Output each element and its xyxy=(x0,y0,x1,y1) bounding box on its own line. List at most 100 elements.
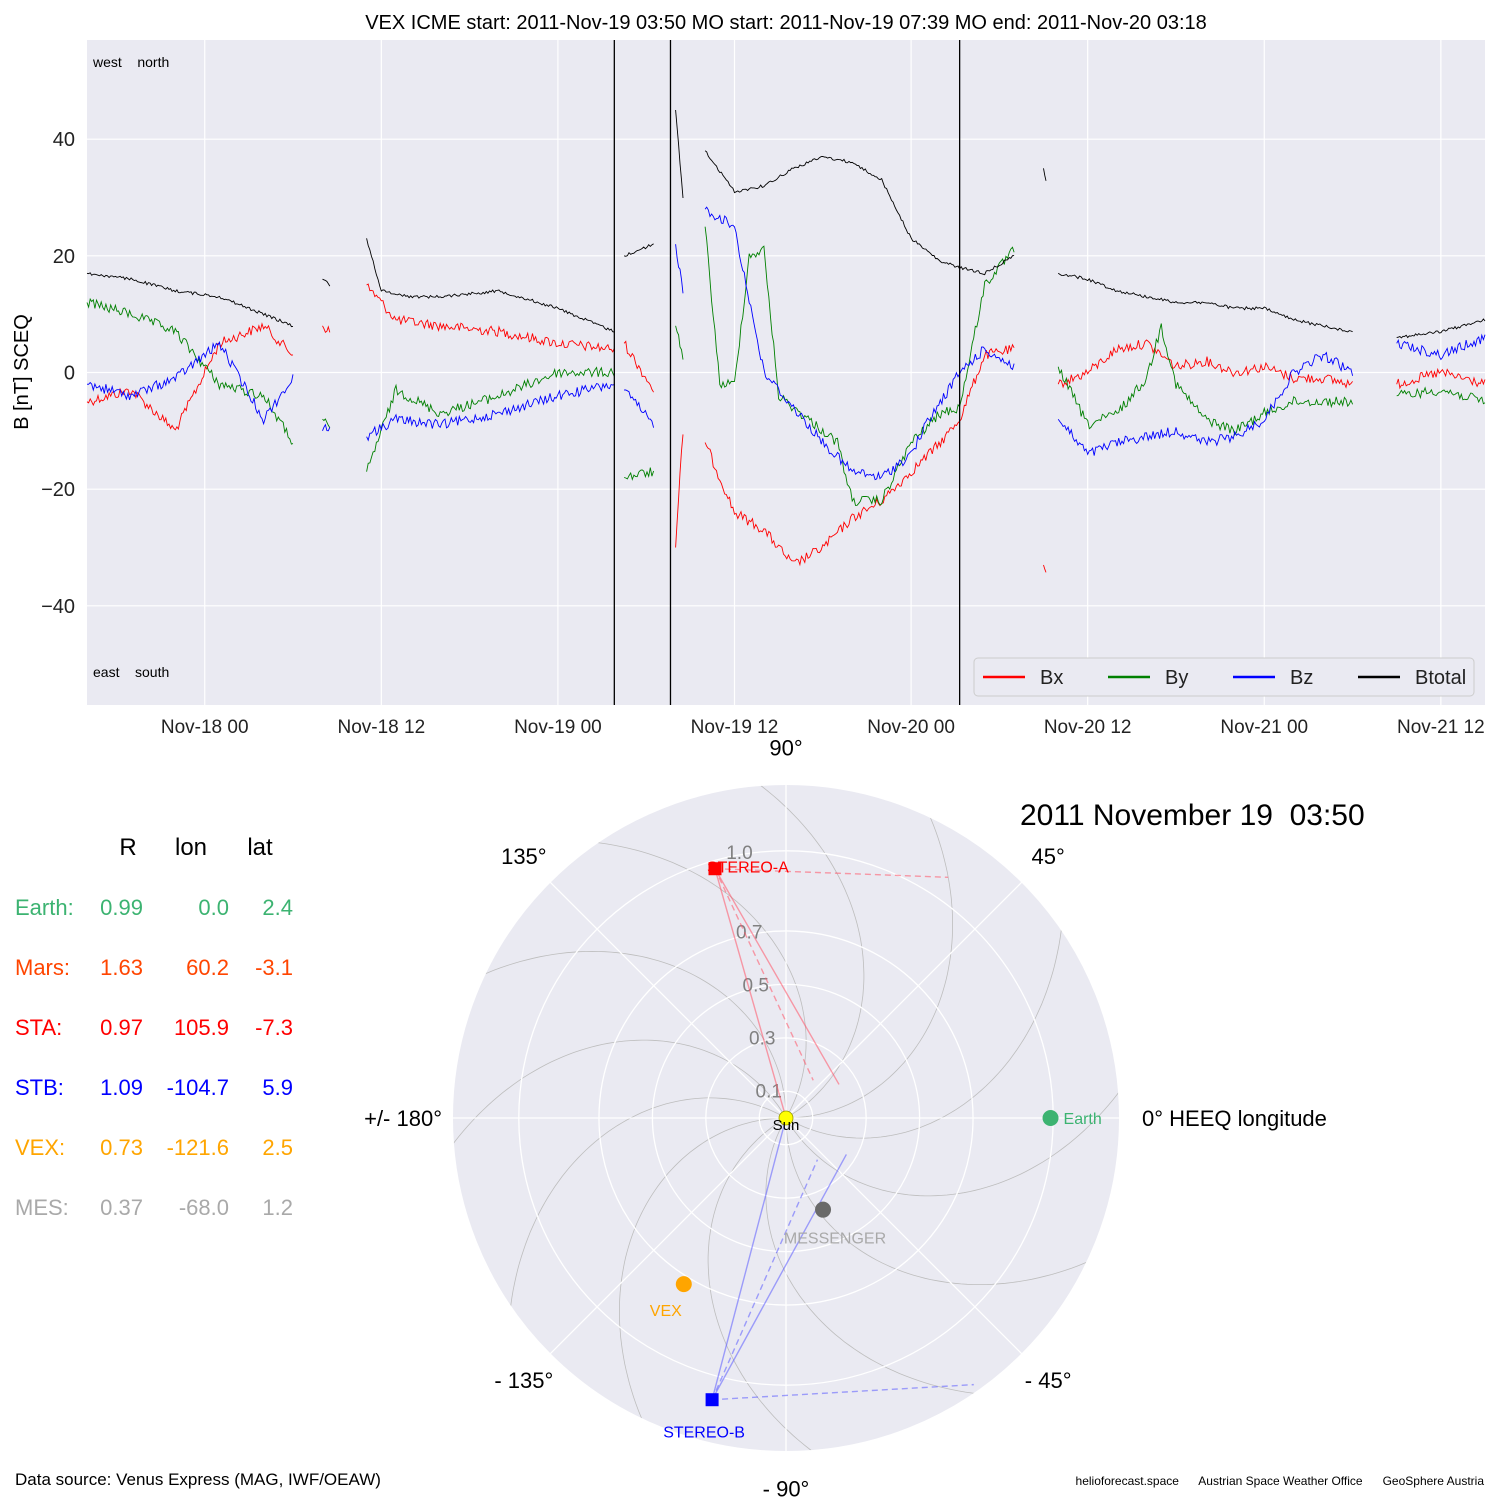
table-cell-lat: 5.9 xyxy=(262,1075,293,1100)
table-row: Earth: 0.99 0.0 2.4 xyxy=(15,895,293,920)
annotation-west-north: west north xyxy=(92,54,169,70)
parker-spiral xyxy=(507,1097,782,1396)
legend-box xyxy=(973,657,1475,697)
table-row-label: Mars: xyxy=(15,955,70,980)
table-cell-lon: -121.6 xyxy=(167,1135,229,1160)
y-tick-label: 40 xyxy=(53,129,75,151)
series-segment-bz xyxy=(1396,333,1486,361)
polar-spoke xyxy=(549,881,787,1119)
polar-spoke xyxy=(785,1117,1023,1355)
legend-label-by: By xyxy=(1165,667,1188,689)
earth-label: Earth xyxy=(1064,1111,1102,1128)
credits: helioforecast.space Austrian Space Weath… xyxy=(1076,1474,1485,1488)
series-segment-bz xyxy=(704,206,1015,481)
series-segment-by xyxy=(1396,386,1486,405)
series-segment-btotal xyxy=(322,278,331,287)
table-row-label: STB: xyxy=(15,1075,64,1100)
fov-line xyxy=(714,868,814,1081)
angle-label: - 90° xyxy=(763,1477,810,1500)
x-tick-label: Nov-18 12 xyxy=(337,717,425,738)
series-segment-bx xyxy=(86,322,294,431)
fov-line xyxy=(714,868,840,1085)
parker-spiral xyxy=(508,839,807,1114)
table-cell-lat: -3.1 xyxy=(255,955,293,980)
polar-spoke xyxy=(785,881,1023,1119)
y-axis-label: B [nT] SCEQ xyxy=(11,314,33,430)
x-tick-label: Nov-18 00 xyxy=(161,717,249,738)
table-cell-lat: 2.5 xyxy=(262,1135,293,1160)
parker-spiral xyxy=(452,1039,784,1222)
series-segment-bx xyxy=(322,325,331,334)
series-segment-bz xyxy=(675,244,684,294)
series-segment-btotal xyxy=(86,272,294,328)
parker-spiral xyxy=(682,784,865,1116)
parker-spiral xyxy=(791,784,954,1119)
timeseries-title: VEX ICME start: 2011-Nov-19 03:50 MO sta… xyxy=(365,12,1207,34)
table-cell-lat: 2.4 xyxy=(262,895,293,920)
table-row-label: STA: xyxy=(15,1015,62,1040)
series-btotal xyxy=(86,109,1486,339)
earth-marker xyxy=(1042,1110,1059,1126)
table-row-label: MES: xyxy=(15,1195,69,1220)
y-tick-label: 0 xyxy=(64,363,75,385)
polar-plot: 0.1 0.3 0.5 0.7 1.0 0° HEEQ longitude 45° 90° 13… xyxy=(364,735,1327,1500)
series-segment-by xyxy=(322,418,331,428)
vex-marker xyxy=(675,1276,692,1293)
radial-tick-label: 1.0 xyxy=(726,843,752,864)
table-cell-r: 0.37 xyxy=(100,1195,143,1220)
series-segment-btotal xyxy=(1043,168,1047,181)
series-segment-bx xyxy=(1057,339,1353,389)
series-segment-bx xyxy=(623,340,654,393)
table-header-r: R xyxy=(119,834,136,861)
table-cell-lon: 0.0 xyxy=(198,895,229,920)
table-cell-lon: 105.9 xyxy=(174,1015,229,1040)
series-segment-btotal xyxy=(366,238,615,333)
timeseries-grid xyxy=(87,40,1485,705)
x-tick-label: Nov-21 12 xyxy=(1397,717,1485,738)
series-bx xyxy=(86,283,1486,573)
table-row: MES: 0.37 -68.0 1.2 xyxy=(15,1195,293,1220)
y-tick-label: −20 xyxy=(41,479,75,501)
parker-spiral xyxy=(785,1123,1120,1286)
parker-spiral xyxy=(788,1014,1120,1197)
series-segment-btotal xyxy=(1057,272,1353,333)
table-row: STA: 0.97 105.9 -7.3 xyxy=(15,1015,293,1040)
series-bz xyxy=(86,206,1486,481)
vex-label: VEX xyxy=(650,1303,682,1320)
series-segment-bx xyxy=(675,434,684,548)
fov-line xyxy=(714,868,949,878)
angle-label: 0° HEEQ longitude xyxy=(1142,1106,1327,1131)
table-row-label: Earth: xyxy=(15,895,74,920)
series-segment-bz xyxy=(1057,351,1354,456)
table-cell-lon: -104.7 xyxy=(167,1075,229,1100)
series-segment-by xyxy=(366,366,615,472)
parker-spiral xyxy=(618,1117,781,1452)
table-cell-lon: 60.2 xyxy=(186,955,229,980)
angle-label: 135° xyxy=(501,844,547,869)
table-header-lat: lat xyxy=(247,834,273,861)
y-tick-label: 20 xyxy=(53,246,75,268)
series-segment-by xyxy=(623,467,655,481)
x-tick-label: Nov-21 00 xyxy=(1220,717,1308,738)
series-segment-btotal xyxy=(675,109,684,199)
y-tick-labels: 40 20 0 −20 −40 xyxy=(41,129,75,618)
series-segment-bz xyxy=(366,382,615,442)
stereo-b-marker xyxy=(705,1393,719,1407)
legend-label-bz: Bz xyxy=(1290,667,1313,689)
messenger-marker xyxy=(815,1201,832,1218)
angle-label: 45° xyxy=(1032,844,1065,869)
series-segment-bz xyxy=(322,423,331,432)
sun-marker xyxy=(778,1110,794,1126)
series-segment-btotal xyxy=(623,243,654,257)
x-tick-label: Nov-19 12 xyxy=(691,717,779,738)
x-tick-label: Nov-20 00 xyxy=(867,717,955,738)
table-row: STB: 1.09 -104.7 5.9 xyxy=(15,1075,293,1100)
fov-line xyxy=(711,1159,819,1400)
table-row: VEX: 0.73 -121.6 2.5 xyxy=(15,1135,293,1160)
table-cell-r: 0.99 xyxy=(100,895,143,920)
table-row: Mars: 1.63 60.2 -3.1 xyxy=(15,955,293,980)
stereo-b-label: STEREO-B xyxy=(663,1425,745,1442)
parker-spiral xyxy=(452,950,787,1113)
fov-line xyxy=(711,1154,847,1401)
